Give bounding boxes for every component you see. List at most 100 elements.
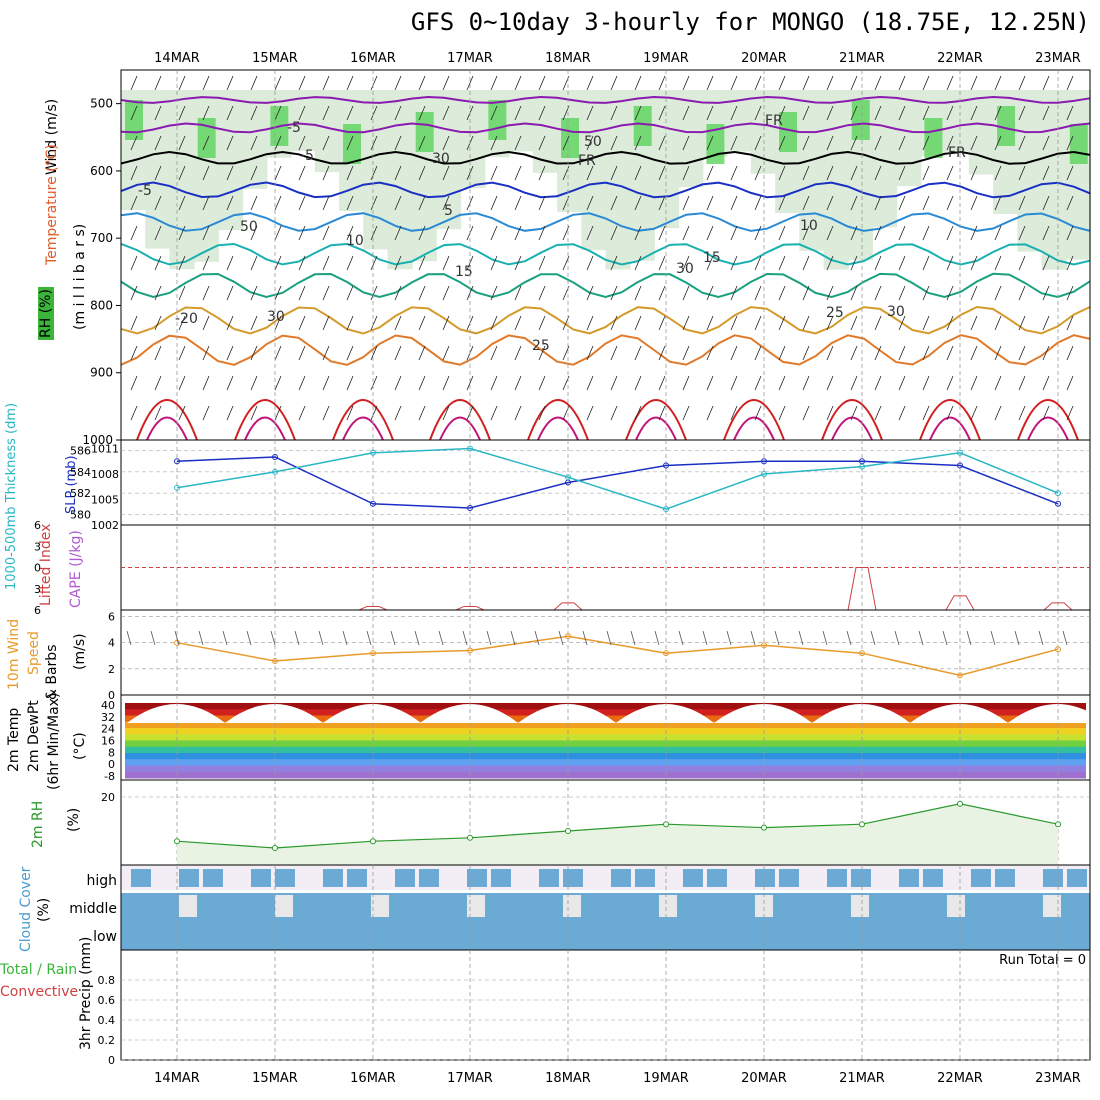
slp-tick: 1011 (91, 443, 119, 456)
wind-barb (850, 165, 858, 181)
wind-barb (1018, 315, 1026, 331)
thick-tick: 586 (70, 445, 91, 458)
li-tick: 6 (34, 519, 41, 532)
wind-barb (394, 105, 402, 121)
wind-barb (418, 165, 426, 181)
hot-contour (146, 416, 188, 441)
wind-barb (322, 195, 330, 211)
wind-barb (130, 285, 138, 301)
wind-barb (634, 75, 642, 91)
wind-barb (658, 225, 666, 241)
contour-label: 30 (267, 309, 285, 325)
upper-tick-label: 800 (90, 298, 113, 312)
wind-barb (946, 405, 954, 421)
wind-barb (154, 255, 162, 271)
wind-barb (154, 165, 162, 181)
wind-barb (202, 195, 210, 211)
wind-barb-10m (390, 630, 396, 646)
wind-barb (130, 75, 138, 91)
wind-barb (994, 75, 1002, 91)
temp-band (125, 734, 1086, 741)
wind-barb (202, 75, 210, 91)
wind-barb (418, 195, 426, 211)
rh-shade-high (415, 112, 434, 152)
wind-barb (538, 375, 546, 391)
wind-barb (322, 255, 330, 271)
date-label-top: 21MAR (839, 51, 885, 66)
cloud-cover-panel: high middle low (69, 864, 1091, 951)
point (663, 462, 669, 469)
wind-barb (946, 375, 954, 391)
wind-barb-10m (558, 630, 564, 646)
precip-tick: 0.6 (98, 994, 116, 1007)
cloud-high-bar (539, 869, 559, 887)
wind-barb (1066, 345, 1074, 361)
wind-barb (490, 105, 498, 121)
wind-barb (778, 165, 786, 181)
wind-barb-10m (774, 630, 780, 646)
wind-barb (874, 315, 882, 331)
wind-frame (120, 609, 1091, 696)
wind-barb (754, 285, 762, 301)
temp-clip (1008, 704, 1100, 723)
wind-barb (130, 135, 138, 151)
wind-barb (466, 165, 474, 181)
wind-barb (226, 135, 234, 151)
wind-barb (634, 285, 642, 301)
wind-barb (946, 315, 954, 331)
wind-barb (298, 75, 306, 91)
wind-barb (1066, 105, 1074, 121)
contour-label: 25 (532, 338, 550, 354)
date-label-bottom: 18MAR (545, 1071, 591, 1086)
wind-barb (682, 165, 690, 181)
wind-barb (490, 405, 498, 421)
rh-point (859, 821, 865, 828)
rh-point (272, 845, 278, 851)
rh-shade (145, 90, 171, 249)
wind-barb (754, 315, 762, 331)
wind-barb (922, 75, 930, 91)
wind-point (565, 633, 571, 640)
precip-tick: 0.8 (98, 974, 116, 987)
rh-shade (363, 90, 389, 250)
cloud-mid-gap (563, 895, 581, 917)
wind-barb (682, 345, 690, 361)
wind-barb (442, 135, 450, 151)
warm-contour (1017, 399, 1079, 441)
temp-contour (120, 150, 1091, 165)
rh-shade (799, 90, 825, 251)
wind-barb-10m (246, 630, 252, 646)
wind-barb (370, 225, 378, 241)
wind-barb (706, 75, 714, 91)
wind-barb (898, 375, 906, 391)
wind-barb (1066, 405, 1074, 421)
wind-barb (178, 135, 186, 151)
wind-barb (202, 225, 210, 241)
wind-barb (418, 75, 426, 91)
wind-barb-10m (414, 630, 420, 646)
wind-barb (202, 375, 210, 391)
rh-area (177, 803, 1058, 865)
wind-barb (274, 135, 282, 151)
contour-label: 15 (455, 264, 473, 280)
wind-barb (946, 165, 954, 181)
wind-barb (874, 105, 882, 121)
wind-barb (298, 285, 306, 301)
wind-barb (994, 195, 1002, 211)
wind-barb (874, 195, 882, 211)
li-bump (455, 605, 485, 611)
wind-10m-panel: 6 4 2 0 (108, 609, 1091, 702)
wind-point (467, 647, 473, 654)
cloud-high-bar (923, 869, 943, 887)
wind-barb (490, 135, 498, 151)
cloud-high-bar (491, 869, 511, 887)
wind-barb (946, 195, 954, 211)
wind-barb-10m (990, 630, 996, 646)
temp-band (125, 771, 1086, 779)
wind-barb (1018, 105, 1026, 121)
wind-barb (682, 225, 690, 241)
wind-barb (322, 285, 330, 301)
wind-barb (826, 405, 834, 421)
wind-barb (1066, 255, 1074, 271)
li-bump (945, 595, 975, 611)
